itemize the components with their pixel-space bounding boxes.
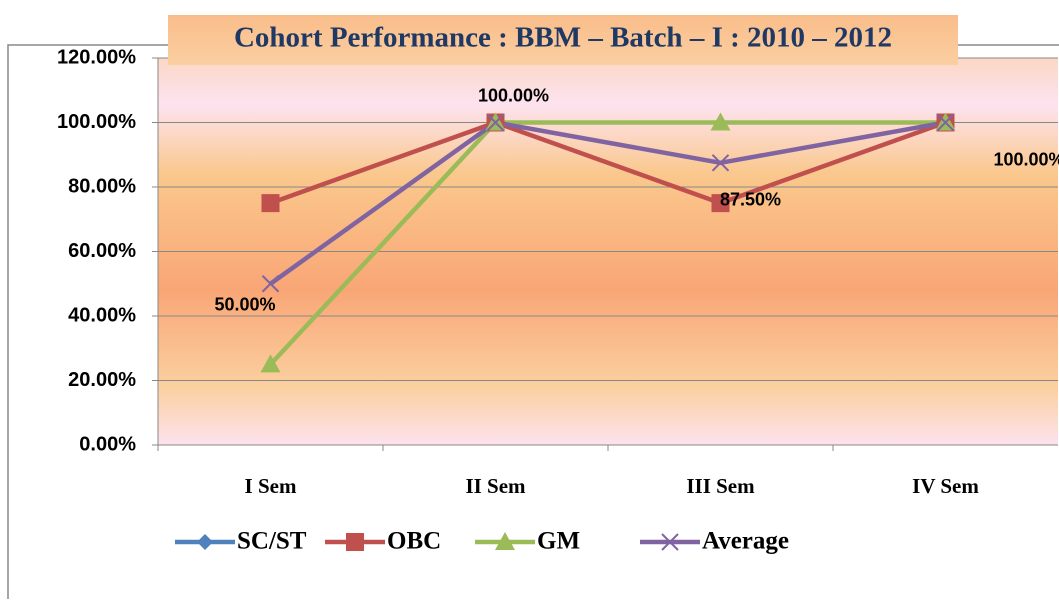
data-label: 100.00% bbox=[994, 149, 1059, 169]
data-label: 87.50% bbox=[720, 190, 781, 210]
legend-label: OBC bbox=[387, 528, 441, 555]
x-tick-label: III Sem bbox=[686, 474, 755, 498]
y-tick-label: 0.00% bbox=[79, 433, 136, 455]
data-label: 50.00% bbox=[215, 295, 276, 315]
legend-label: GM bbox=[537, 528, 580, 555]
legend-label: SC/ST bbox=[237, 528, 307, 555]
y-tick-label: 120.00% bbox=[57, 46, 136, 68]
y-tick-label: 40.00% bbox=[68, 304, 136, 326]
x-tick-label: II Sem bbox=[465, 474, 526, 498]
x-tick-label: I Sem bbox=[245, 474, 297, 498]
legend-marker bbox=[346, 533, 364, 551]
y-tick-label: 60.00% bbox=[68, 240, 136, 262]
x-tick-label: IV Sem bbox=[912, 474, 979, 498]
chart-title: Cohort Performance : BBM – Batch – I : 2… bbox=[234, 22, 892, 54]
y-tick-label: 80.00% bbox=[68, 175, 136, 197]
marker bbox=[262, 194, 280, 212]
y-tick-label: 20.00% bbox=[68, 369, 136, 391]
data-label: 100.00% bbox=[478, 85, 549, 105]
legend-label: Average bbox=[702, 528, 789, 555]
y-tick-label: 100.00% bbox=[57, 111, 136, 133]
